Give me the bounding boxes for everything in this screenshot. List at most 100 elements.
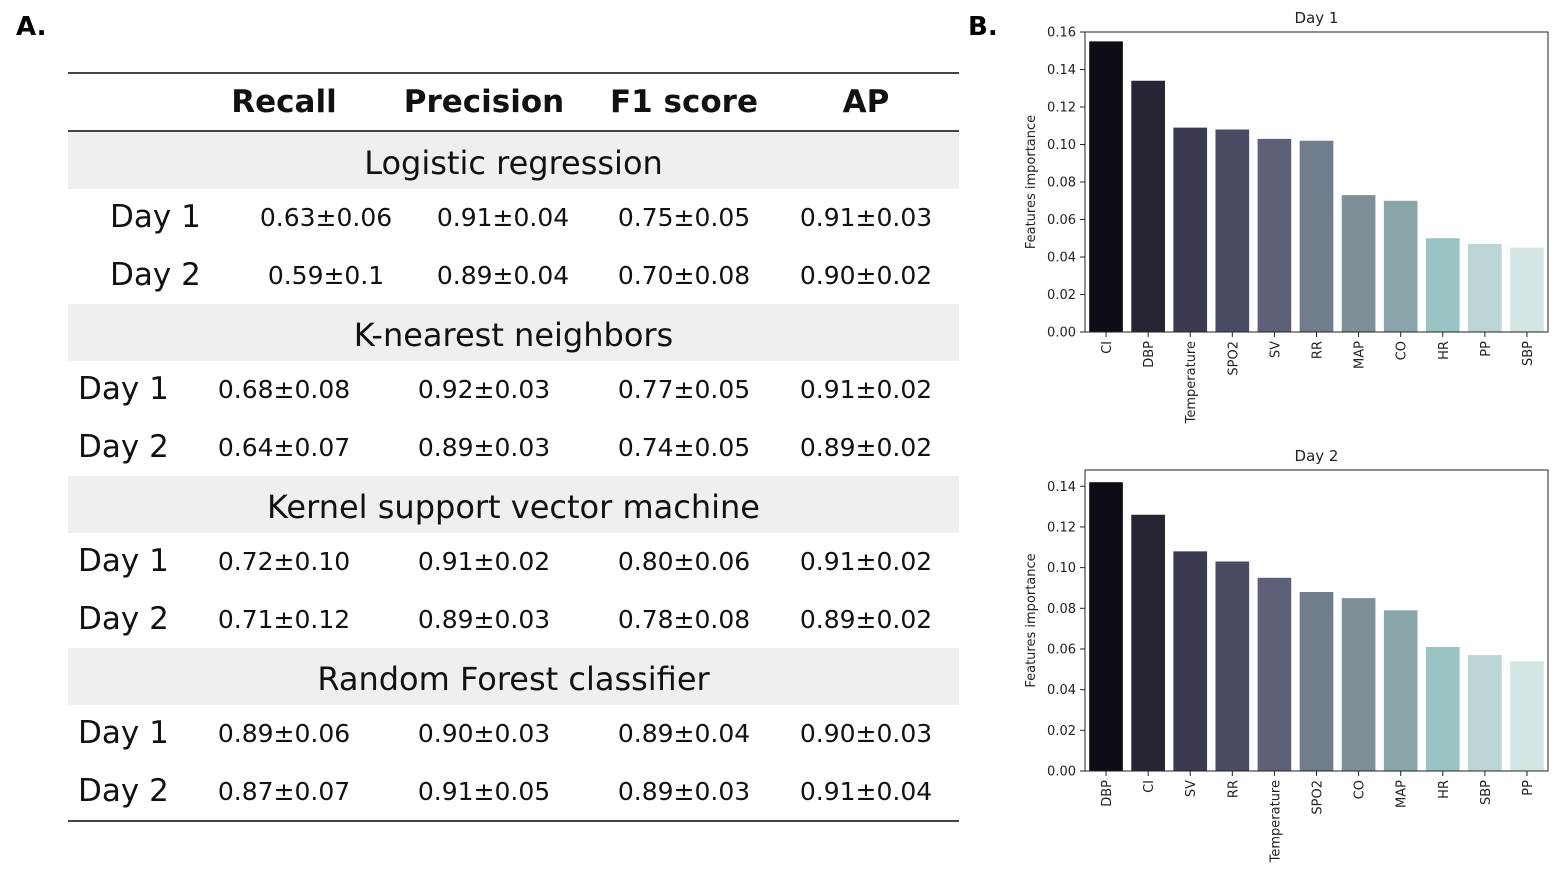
cell-recall: 0.71±0.12 [217,604,351,634]
bar-pp [1468,243,1502,332]
group-title: K-nearest neighbors [353,316,674,354]
row-label: Day 2 [78,428,169,465]
results-table: Recall Precision F1 score AP Logistic re… [68,72,959,822]
y-tick-label: 0.02 [1047,288,1076,303]
x-tick-label: Temperature [1268,780,1283,863]
cell-ap: 0.89±0.02 [799,604,933,634]
table-row: Day 2 0.71±0.12 0.89±0.03 0.78±0.08 0.89… [68,591,959,649]
y-axis-label: Features importance [1024,115,1039,249]
bar-pp [1510,661,1544,771]
cell-ap: 0.90±0.03 [799,719,933,748]
panel-label-b: B. [968,12,998,42]
row-label: Day 1 [78,371,169,407]
x-tick-label: SBP [1479,780,1494,805]
y-tick-label: 0.14 [1047,63,1076,78]
bar-spo2 [1299,592,1334,771]
x-tick-label: HR [1437,341,1452,360]
table-header-rule [68,130,959,132]
x-tick-label: RR [1226,780,1241,798]
group-title: Random Forest classifier [317,660,710,698]
x-tick-label: SV [1184,780,1199,797]
cell-recall: 0.87±0.07 [217,776,351,806]
cell-ap: 0.91±0.02 [799,375,933,404]
bar-temperature [1257,577,1292,771]
row-label: Day 1 [78,715,169,751]
x-tick-label: DBP [1142,341,1157,368]
bar-sv [1173,551,1208,771]
y-tick-label: 0.06 [1047,642,1076,657]
cell-f1: 0.78±0.08 [617,604,751,634]
x-tick-label: MAP [1395,780,1410,808]
cell-precision: 0.91±0.04 [436,203,570,232]
cell-f1: 0.77±0.05 [617,375,751,404]
bar-dbp [1131,80,1165,332]
cell-precision: 0.90±0.03 [417,719,551,748]
bar-hr [1425,646,1460,771]
group-title: Kernel support vector machine [267,488,760,526]
cell-precision: 0.91±0.02 [417,547,551,576]
group-header-k-nearest-neighbors: K-nearest neighbors [68,304,959,361]
cell-precision: 0.91±0.05 [417,776,551,806]
bar-rr [1215,561,1250,771]
cell-f1: 0.80±0.06 [617,547,751,576]
table-row: Day 1 0.89±0.06 0.90±0.03 0.89±0.04 0.90… [68,705,959,763]
bar-hr [1425,238,1460,332]
y-tick-label: 0.00 [1047,326,1076,341]
cell-ap: 0.91±0.02 [799,547,933,576]
table-row: Day 1 0.68±0.08 0.92±0.03 0.77±0.05 0.91… [68,361,959,419]
group-header-kernel-svm: Kernel support vector machine [68,476,959,533]
header-ap: AP [842,84,890,120]
bar-map [1383,610,1418,771]
row-label: Day 2 [78,772,169,809]
bar-sv [1257,138,1292,332]
row-label: Day 2 [110,256,201,293]
cell-ap: 0.89±0.02 [799,432,933,462]
x-tick-label: CI [1100,341,1115,354]
cell-f1: 0.89±0.04 [617,719,751,748]
x-tick-label: PP [1521,780,1536,796]
group-header-logistic-regression: Logistic regression [68,132,959,189]
cell-f1: 0.89±0.03 [617,776,751,806]
cell-recall: 0.89±0.06 [217,719,351,748]
header-recall: Recall [231,84,337,120]
x-tick-label: DBP [1100,780,1115,807]
panel-label-a: A. [16,12,47,42]
chart-day1: Day 1 Features importance 0.00 0.02 0.04 0.06… [1024,9,1549,424]
bar-ci [1131,514,1165,771]
table-bottom-rule [68,820,959,822]
y-tick-label: 0.12 [1047,520,1076,535]
cell-f1: 0.75±0.05 [617,203,751,232]
row-label: Day 1 [78,543,169,579]
cell-ap: 0.90±0.02 [799,260,933,290]
bar-ci [1089,41,1123,332]
x-tick-label: SPO2 [1311,780,1326,815]
cell-precision: 0.89±0.04 [436,260,570,290]
cell-recall: 0.59±0.1 [267,260,385,290]
y-tick-label: 0.02 [1047,724,1076,739]
table-row: Day 1 0.72±0.10 0.91±0.02 0.80±0.06 0.91… [68,533,959,591]
chart-title: Day 2 [1295,447,1339,465]
cell-f1: 0.70±0.08 [617,260,751,290]
bar-rr [1299,140,1334,332]
chart-day2: Day 2 Features importance 0.00 0.02 0.04 0.06… [1024,447,1549,863]
cell-precision: 0.89±0.03 [417,604,551,634]
x-tick-label: RR [1311,341,1326,359]
y-tick-label: 0.04 [1047,683,1076,698]
table-top-rule [68,72,959,74]
x-tick-label: CO [1395,341,1410,360]
header-f1-score: F1 score [610,84,758,120]
bar-map [1341,195,1376,332]
table-row: Day 2 0.59±0.1 0.89±0.04 0.70±0.08 0.90±… [68,247,959,305]
x-tick-label: SBP [1521,341,1536,366]
x-tick-label: Temperature [1184,341,1199,424]
bar-sbp [1510,247,1544,332]
row-label: Day 2 [78,600,169,637]
bar-spo2 [1215,129,1250,332]
y-tick-label: 0.08 [1047,176,1076,191]
cell-precision: 0.89±0.03 [417,432,551,462]
cell-f1: 0.74±0.05 [617,432,751,462]
y-tick-label: 0.04 [1047,251,1076,266]
y-tick-label: 0.08 [1047,602,1076,617]
table-row: Day 2 0.64±0.07 0.89±0.03 0.74±0.05 0.89… [68,419,959,477]
